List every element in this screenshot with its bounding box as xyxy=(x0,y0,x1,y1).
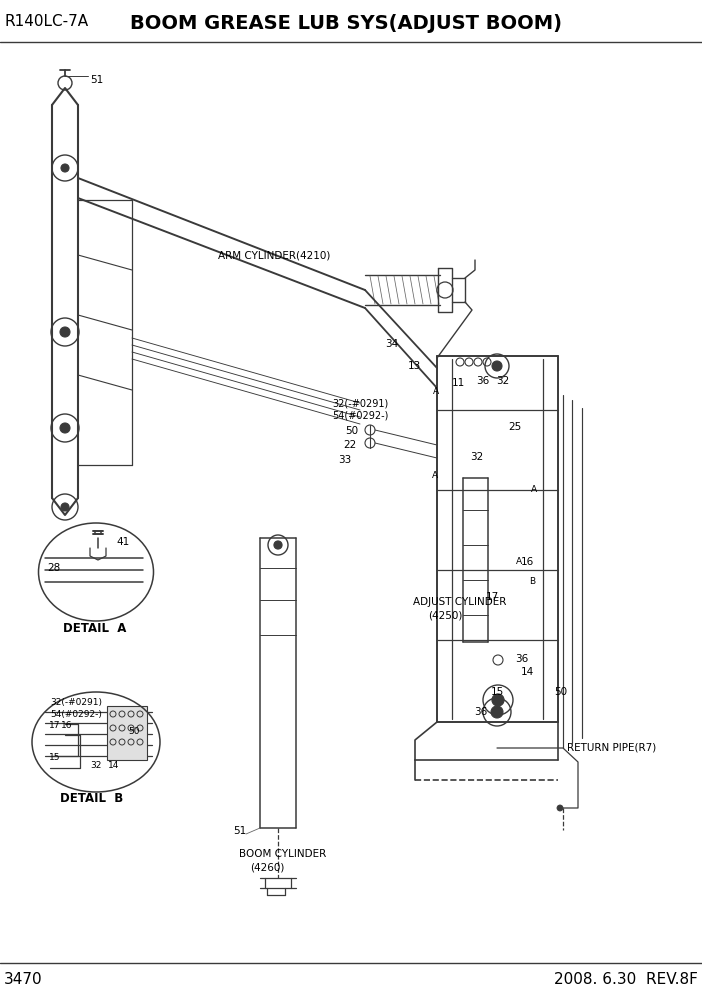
Text: BOOM CYLINDER: BOOM CYLINDER xyxy=(239,849,326,859)
Circle shape xyxy=(557,805,563,811)
Circle shape xyxy=(60,423,70,433)
Text: 3470: 3470 xyxy=(4,972,43,987)
Text: 32: 32 xyxy=(496,376,509,386)
Circle shape xyxy=(492,694,504,706)
Text: 32: 32 xyxy=(90,761,101,770)
Text: 54(#0292-): 54(#0292-) xyxy=(332,411,388,421)
Text: 51: 51 xyxy=(90,75,103,85)
Circle shape xyxy=(60,327,70,337)
Circle shape xyxy=(492,361,502,371)
Text: (4250): (4250) xyxy=(428,610,463,620)
Text: 13: 13 xyxy=(408,361,421,371)
Circle shape xyxy=(491,706,503,718)
Text: 11: 11 xyxy=(452,378,465,388)
Text: 15: 15 xyxy=(49,753,60,762)
Text: 32: 32 xyxy=(470,452,483,462)
Text: 2008. 6.30  REV.8F: 2008. 6.30 REV.8F xyxy=(554,972,698,987)
Text: 17: 17 xyxy=(486,592,499,602)
Text: 16: 16 xyxy=(521,557,534,567)
Text: 22: 22 xyxy=(343,440,356,450)
Text: A: A xyxy=(531,484,537,493)
Text: 50: 50 xyxy=(554,687,567,697)
Text: 14: 14 xyxy=(108,761,119,770)
Text: 36: 36 xyxy=(515,654,528,664)
Text: 33: 33 xyxy=(338,455,351,465)
Text: A: A xyxy=(432,471,438,480)
Text: (4260): (4260) xyxy=(250,862,284,872)
Text: 36: 36 xyxy=(474,707,487,717)
Circle shape xyxy=(61,503,69,511)
Text: 50: 50 xyxy=(128,726,140,735)
Text: DETAIL  A: DETAIL A xyxy=(63,622,126,635)
Text: 54(#0292-): 54(#0292-) xyxy=(50,709,102,718)
Text: 51: 51 xyxy=(233,826,246,836)
Text: BOOM GREASE LUB SYS(ADJUST BOOM): BOOM GREASE LUB SYS(ADJUST BOOM) xyxy=(130,14,562,33)
Text: 16: 16 xyxy=(61,721,72,730)
Text: 15: 15 xyxy=(491,687,504,697)
Text: 32(-#0291): 32(-#0291) xyxy=(332,399,388,409)
Text: ARM CYLINDER(4210): ARM CYLINDER(4210) xyxy=(218,251,331,261)
Text: 34: 34 xyxy=(385,339,398,349)
Text: R140LC-7A: R140LC-7A xyxy=(4,14,88,29)
Text: DETAIL  B: DETAIL B xyxy=(60,792,124,805)
Text: ADJUST CYLINDER: ADJUST CYLINDER xyxy=(413,597,506,607)
Text: A: A xyxy=(516,558,522,566)
Text: 14: 14 xyxy=(521,667,534,677)
Text: 36: 36 xyxy=(476,376,489,386)
Circle shape xyxy=(274,541,282,549)
Text: B: B xyxy=(529,577,535,586)
Text: 50: 50 xyxy=(345,426,358,436)
Text: 17: 17 xyxy=(49,721,60,730)
Bar xyxy=(107,706,147,760)
Text: A: A xyxy=(433,388,439,397)
Text: 32(-#0291): 32(-#0291) xyxy=(50,698,102,707)
Text: RETURN PIPE(R7): RETURN PIPE(R7) xyxy=(567,743,656,753)
Text: 41: 41 xyxy=(116,537,129,547)
Text: 25: 25 xyxy=(508,422,522,432)
Text: 28: 28 xyxy=(47,563,60,573)
Circle shape xyxy=(61,164,69,172)
